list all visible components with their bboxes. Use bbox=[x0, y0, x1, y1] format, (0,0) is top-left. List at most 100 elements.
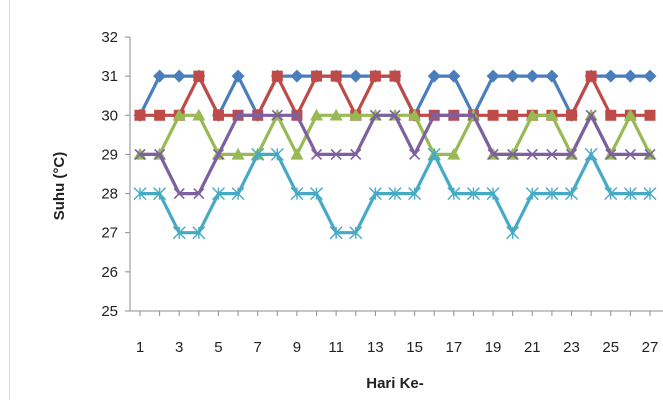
x-tick-label: 9 bbox=[293, 339, 301, 356]
data-point bbox=[585, 70, 597, 82]
series-5 bbox=[133, 147, 657, 240]
data-point bbox=[447, 69, 461, 83]
y-tick-label: 30 bbox=[101, 107, 118, 124]
data-point bbox=[154, 148, 166, 160]
data-point bbox=[506, 69, 520, 83]
data-point bbox=[545, 69, 559, 83]
data-point bbox=[486, 69, 500, 83]
data-point bbox=[134, 148, 146, 160]
data-point bbox=[487, 148, 499, 160]
x-tick-label: 11 bbox=[328, 339, 344, 356]
data-point bbox=[310, 187, 324, 201]
data-point bbox=[486, 187, 500, 201]
data-point bbox=[134, 109, 146, 121]
data-point bbox=[193, 70, 205, 82]
data-point bbox=[409, 148, 421, 160]
data-point bbox=[466, 187, 480, 201]
x-tick-label: 1 bbox=[136, 339, 144, 356]
data-point bbox=[231, 69, 245, 83]
data-point bbox=[565, 187, 579, 201]
x-tick-label: 23 bbox=[563, 339, 580, 356]
data-point bbox=[605, 148, 617, 160]
series-4 bbox=[134, 109, 656, 200]
data-point bbox=[231, 147, 245, 160]
data-point bbox=[173, 188, 185, 200]
data-point bbox=[271, 109, 283, 121]
data-point bbox=[644, 109, 656, 121]
data-point bbox=[605, 109, 617, 121]
data-point bbox=[507, 148, 519, 160]
data-point bbox=[447, 147, 461, 160]
data-point bbox=[154, 109, 166, 121]
data-point bbox=[623, 108, 637, 121]
data-point bbox=[487, 109, 499, 121]
data-point bbox=[193, 188, 205, 200]
y-tick-label: 26 bbox=[101, 264, 118, 281]
series-layer bbox=[133, 69, 657, 240]
data-point bbox=[545, 187, 559, 201]
data-point bbox=[271, 70, 283, 82]
data-point bbox=[290, 147, 304, 160]
data-point bbox=[644, 148, 656, 160]
x-tick-label: 25 bbox=[602, 339, 619, 356]
data-point bbox=[448, 109, 460, 121]
data-point bbox=[290, 187, 304, 201]
x-axis-title: Hari Ke- bbox=[366, 375, 424, 392]
data-point bbox=[349, 108, 363, 121]
data-point bbox=[350, 148, 362, 160]
y-tick-label: 31 bbox=[101, 68, 118, 85]
data-point bbox=[604, 69, 618, 83]
data-point bbox=[133, 187, 147, 201]
data-point bbox=[428, 109, 440, 121]
data-point bbox=[232, 109, 244, 121]
x-tick-label: 13 bbox=[367, 339, 384, 356]
x-tick-label: 7 bbox=[254, 339, 262, 356]
data-point bbox=[172, 108, 186, 121]
data-point bbox=[369, 109, 381, 121]
data-point bbox=[311, 70, 323, 82]
data-point bbox=[251, 147, 265, 161]
x-tick-label: 21 bbox=[524, 339, 541, 356]
x-tick-label: 17 bbox=[445, 339, 462, 356]
data-point bbox=[192, 226, 206, 240]
data-point bbox=[231, 187, 245, 201]
y-axis-title: Suhu (°C) bbox=[51, 152, 68, 220]
data-point bbox=[624, 148, 636, 160]
data-point bbox=[389, 109, 401, 121]
data-point bbox=[252, 109, 264, 121]
data-point bbox=[172, 69, 186, 83]
data-point bbox=[291, 109, 303, 121]
y-tick-label: 32 bbox=[101, 29, 118, 46]
data-point bbox=[310, 108, 324, 121]
data-point bbox=[192, 108, 206, 121]
data-point bbox=[525, 187, 539, 201]
data-point bbox=[623, 187, 637, 201]
data-point bbox=[172, 226, 186, 240]
data-point bbox=[330, 70, 342, 82]
data-point bbox=[329, 226, 343, 240]
data-point bbox=[447, 187, 461, 201]
x-tick-label: 5 bbox=[214, 339, 222, 356]
data-point bbox=[427, 69, 441, 83]
data-point bbox=[290, 69, 304, 83]
image-frame-line bbox=[9, 0, 10, 400]
data-point bbox=[526, 148, 538, 160]
y-tick-label: 25 bbox=[101, 303, 118, 320]
data-point bbox=[153, 69, 167, 83]
data-point bbox=[310, 148, 323, 160]
data-point bbox=[585, 109, 597, 121]
data-point bbox=[408, 108, 422, 121]
y-tick-label: 28 bbox=[101, 186, 118, 203]
data-point bbox=[211, 187, 225, 201]
data-point bbox=[506, 226, 520, 240]
data-point bbox=[330, 148, 342, 160]
data-point bbox=[427, 147, 441, 161]
data-point bbox=[525, 108, 539, 121]
data-point bbox=[368, 187, 382, 201]
data-point bbox=[408, 187, 422, 201]
data-point bbox=[507, 109, 519, 121]
data-point bbox=[389, 70, 401, 82]
data-point bbox=[349, 226, 363, 240]
data-point bbox=[369, 70, 381, 82]
data-point bbox=[388, 187, 402, 201]
